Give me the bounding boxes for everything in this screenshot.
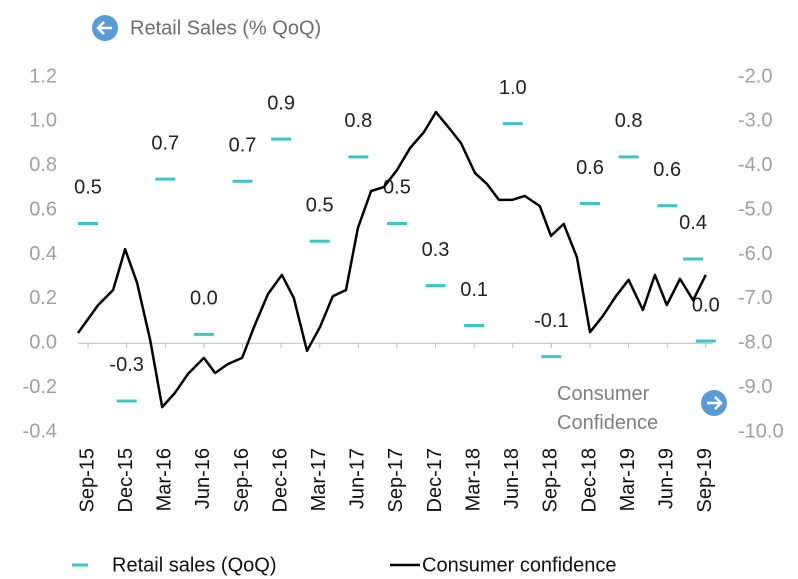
y2-tick-label: -9.0 [738, 376, 772, 398]
legend-label: Retail sales (QoQ) [112, 554, 277, 576]
data-label: 0.6 [653, 159, 681, 181]
x-tick-label: Jun-17 [347, 448, 369, 509]
y-tick-label: 0.2 [29, 287, 57, 309]
data-label: 0.7 [151, 132, 179, 154]
y-tick-label: -0.2 [23, 376, 57, 398]
data-label: 0.1 [460, 279, 488, 301]
y2-axis-title: Consumer Confidence [557, 383, 659, 434]
x-tick-label: Dec-16 [269, 448, 291, 512]
y-axis-title: Retail Sales (% QoQ) [130, 17, 321, 39]
x-tick-label: Mar-18 [462, 448, 484, 511]
y2-tick-label: -5.0 [738, 198, 772, 220]
x-tick-label: Sep-18 [540, 448, 562, 513]
data-label: 0.5 [383, 177, 411, 199]
y2-tick-label: -7.0 [738, 287, 772, 309]
data-label: 0.7 [229, 135, 257, 157]
data-label: 0.5 [306, 194, 334, 216]
y2-tick-label: -8.0 [738, 332, 772, 354]
y2-tick-label: -10.0 [738, 420, 784, 442]
y2-tick-label: -3.0 [738, 110, 772, 132]
x-tick-label: Dec-15 [115, 448, 137, 512]
data-label: 0.8 [344, 110, 372, 132]
x-tick-label: Sep-15 [76, 448, 98, 513]
x-tick-label: Mar-19 [617, 448, 639, 511]
y2-tick-label: -2.0 [738, 65, 772, 87]
x-tick-label: Dec-18 [578, 448, 600, 512]
x-tick-label: Sep-16 [231, 448, 253, 513]
y-tick-label: 0.4 [29, 243, 57, 265]
data-label: 0.8 [615, 110, 643, 132]
data-label: 0.9 [267, 92, 295, 114]
y2-tick-label: -6.0 [738, 243, 772, 265]
data-label: 0.0 [190, 288, 218, 310]
data-label: 1.0 [499, 77, 527, 99]
y-tick-label: 1.2 [29, 65, 57, 87]
confidence-line [76, 110, 707, 409]
data-label: 0.0 [692, 294, 720, 316]
y-tick-label: 1.0 [29, 110, 57, 132]
y2-tick-label: -4.0 [738, 154, 772, 176]
x-tick-label: Mar-16 [154, 448, 176, 511]
x-tick-label: Jun-19 [655, 448, 677, 509]
y2-axis-icon [701, 390, 727, 416]
legend-label: Consumer confidence [422, 554, 617, 576]
y-axis-icon [92, 15, 118, 41]
x-tick-label: Jun-16 [192, 448, 214, 509]
x-tick-label: Jun-18 [501, 448, 523, 509]
data-label: 0.4 [679, 212, 707, 234]
data-label: -0.1 [534, 310, 568, 332]
x-tick-label: Mar-17 [308, 448, 330, 511]
data-label: 0.3 [422, 239, 450, 261]
y-tick-label: 0.6 [29, 198, 57, 220]
y-tick-label: 0.8 [29, 154, 57, 176]
x-tick-label: Sep-17 [385, 448, 407, 513]
data-label: 0.5 [74, 177, 102, 199]
x-tick-label: Dec-17 [424, 448, 446, 512]
y-tick-label: 0.0 [29, 332, 57, 354]
data-label: 0.6 [576, 157, 604, 179]
y-tick-label: -0.4 [23, 420, 57, 442]
data-label: -0.3 [109, 354, 143, 376]
x-tick-label: Sep-19 [694, 448, 716, 513]
